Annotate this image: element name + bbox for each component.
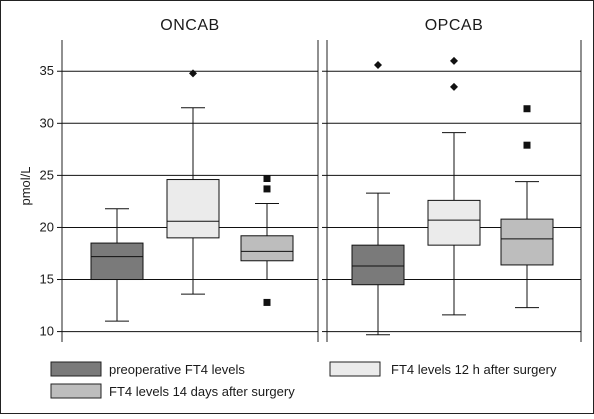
legend-swatch-preoperative <box>50 361 102 377</box>
panel-oncab: ONCAB <box>57 17 319 342</box>
y-axis: 10 15 20 25 30 35 <box>40 63 54 338</box>
panel-opcab: OPCAB <box>322 17 582 342</box>
legend-label-preoperative: preoperative FT4 levels <box>109 362 245 377</box>
plot-area-oncab <box>57 40 319 342</box>
legend-label-14d: FT4 levels 14 days after surgery <box>109 384 295 399</box>
legend-swatch-14d <box>50 383 102 399</box>
outlier-point <box>450 82 458 91</box>
legend-label-12h: FT4 levels 12 h after surgery <box>391 362 557 377</box>
y-tick-label: 30 <box>40 115 54 130</box>
box <box>351 244 405 286</box>
box <box>90 242 144 281</box>
legend-swatch-12h <box>329 361 381 377</box>
y-tick-label: 25 <box>40 167 54 182</box>
y-tick-label: 10 <box>40 324 54 339</box>
outlier-point <box>189 69 197 78</box>
legend: preoperative FT4 levels FT4 levels 12 h … <box>50 361 557 399</box>
outlier-point <box>450 56 458 65</box>
box <box>427 199 481 246</box>
outlier-point <box>523 105 531 113</box>
box <box>240 235 294 262</box>
outlier-point <box>263 298 271 306</box>
panel-title-opcab: OPCAB <box>425 17 484 34</box>
y-tick-label: 20 <box>40 219 54 234</box>
outlier-point <box>263 175 271 183</box>
box <box>166 179 220 239</box>
y-tick-label: 35 <box>40 63 54 78</box>
y-axis-label: pmol/L <box>18 166 33 205</box>
box <box>500 218 554 266</box>
outlier-point <box>523 141 531 149</box>
y-tick-label: 15 <box>40 272 54 287</box>
plot-area-opcab <box>322 40 582 342</box>
outlier-point <box>263 185 271 193</box>
panel-title-oncab: ONCAB <box>160 17 219 34</box>
outlier-point <box>374 60 382 69</box>
